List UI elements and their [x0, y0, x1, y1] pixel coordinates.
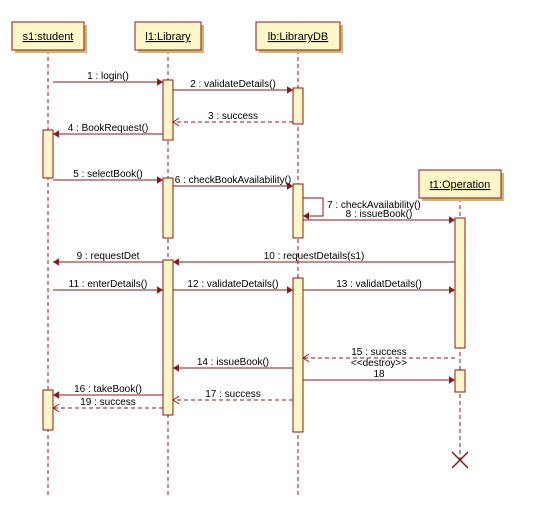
- message-label-11: 11 : enterDetails(): [69, 279, 148, 290]
- message-7: [303, 198, 323, 216]
- message-label-6: 6 : checkBookAvailability(): [175, 175, 292, 186]
- activation-t1-8: [455, 218, 465, 348]
- message-label-5: 5 : selectBook(): [73, 169, 142, 180]
- message-label-3: 3 : success: [208, 111, 258, 122]
- message-label-4: 4 : BookRequest(): [68, 123, 149, 134]
- message-label-15: 15 : success: [351, 347, 407, 358]
- sequence-diagram: s1:student l1:Library lb:LibraryDB t1:Opera…: [0, 0, 539, 508]
- activation-lb-7: [293, 278, 303, 432]
- message-label-10: 10 : requestDetails(s1): [264, 251, 365, 262]
- message-label-19: 19 : success: [80, 397, 136, 408]
- activation-s1-1: [43, 390, 53, 430]
- object-label-t1: t1:Operation: [430, 179, 491, 191]
- activation-t1-9: [455, 370, 465, 392]
- object-label-lb: lb:LibraryDB: [268, 31, 329, 43]
- message-label-2: 2 : validateDetails(): [190, 79, 276, 90]
- message-label-14: 14 : issueBook(): [197, 357, 269, 368]
- message-label-13: 13 : validatDetails(): [336, 279, 422, 290]
- activation-lb-5: [293, 88, 303, 124]
- activation-l1-2: [163, 80, 173, 140]
- activation-l1-4: [163, 260, 173, 415]
- message-label-16: 16 : takeBook(): [74, 384, 142, 395]
- message-label-9: 9 : requestDet: [77, 251, 140, 262]
- activation-lb-6: [293, 184, 303, 238]
- object-label-l1: l1:Library: [145, 31, 191, 43]
- message-stereotype-18: <<destroy>>: [351, 358, 407, 369]
- message-label-8: 8 : issueBook(): [346, 209, 413, 220]
- message-label-12: 12 : validateDetails(): [187, 279, 278, 290]
- message-label-18: 18: [373, 369, 385, 380]
- activation-s1-0: [43, 130, 53, 178]
- message-label-1: 1 : login(): [87, 71, 129, 82]
- activation-l1-3: [163, 178, 173, 238]
- message-label-17: 17 : success: [205, 389, 261, 400]
- object-label-s1: s1:student: [23, 31, 74, 43]
